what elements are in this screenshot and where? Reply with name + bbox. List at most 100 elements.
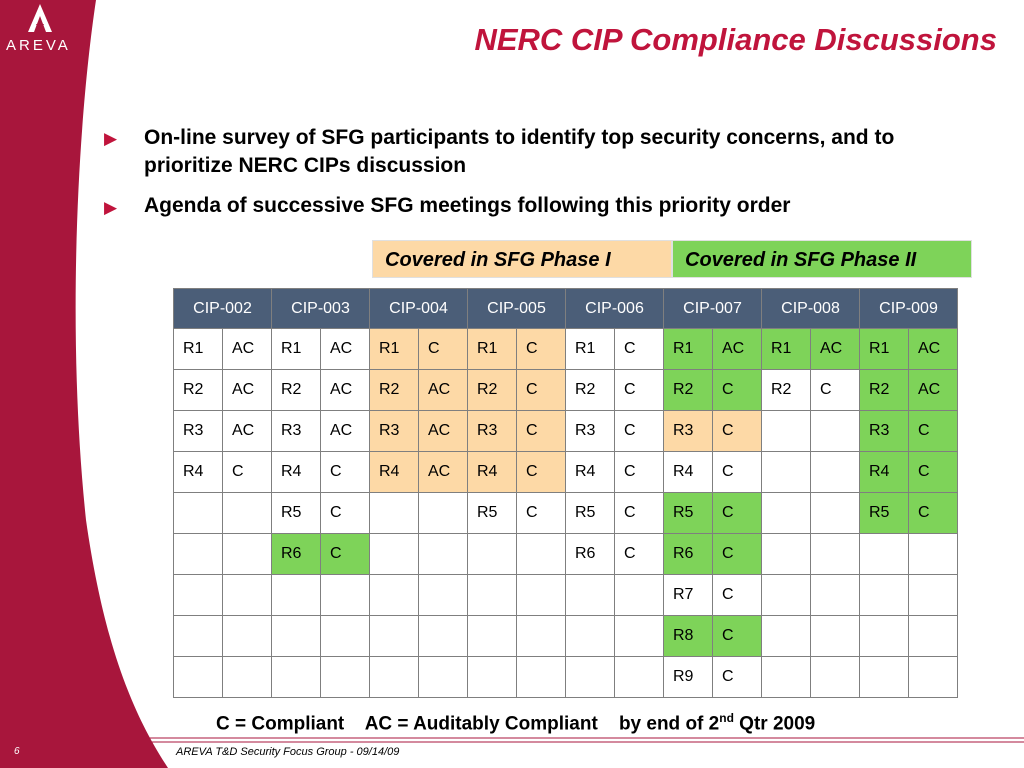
requirement-cell: R3 [271, 410, 321, 452]
requirement-cell [369, 574, 419, 616]
areva-a-icon [28, 4, 52, 32]
requirement-cell [761, 615, 811, 657]
requirement-cell [173, 533, 223, 575]
status-cell: C [320, 451, 370, 493]
footer-text: AREVA T&D Security Focus Group - 09/14/0… [176, 746, 400, 758]
page-number: 6 [14, 746, 20, 757]
status-cell: C [908, 410, 958, 452]
requirement-cell [467, 656, 517, 698]
status-cell: C [516, 369, 566, 411]
status-cell: AC [712, 328, 762, 370]
status-cell: C [908, 492, 958, 534]
requirement-cell: R4 [271, 451, 321, 493]
status-cell: AC [320, 410, 370, 452]
table-row: R4 C R4 C R4 AC R4 C R4 C R4 C R4 C [173, 451, 958, 493]
bullet-arrow-icon: ▶ [104, 129, 118, 148]
status-cell: C [614, 369, 664, 411]
cip-requirements-table: CIP-002 CIP-003 CIP-004 CIP-005 CIP-006 CIP-0… [173, 288, 958, 698]
status-cell: C [712, 369, 762, 411]
status-cell: C [222, 451, 272, 493]
table-row: R8 C [173, 615, 958, 657]
status-cell: C [614, 451, 664, 493]
status-cell [320, 574, 370, 616]
status-cell [320, 615, 370, 657]
status-cell: C [516, 328, 566, 370]
table-row: R3 AC R3 AC R3 AC R3 C R3 C R3 C R3 C [173, 410, 958, 452]
status-cell [908, 574, 958, 616]
requirement-cell: R1 [369, 328, 419, 370]
status-cell [810, 574, 860, 616]
status-cell: C [614, 410, 664, 452]
status-cell [516, 533, 566, 575]
requirement-cell [467, 574, 517, 616]
requirement-cell: R3 [173, 410, 223, 452]
status-cell [418, 615, 468, 657]
status-cell [222, 533, 272, 575]
requirement-cell: R4 [859, 451, 909, 493]
requirement-cell [467, 533, 517, 575]
status-cell: C [418, 328, 468, 370]
requirement-cell [761, 492, 811, 534]
requirement-cell: R6 [663, 533, 713, 575]
requirement-cell: R2 [271, 369, 321, 411]
status-cell [810, 492, 860, 534]
status-cell: C [516, 410, 566, 452]
requirement-cell: R2 [663, 369, 713, 411]
status-cell: AC [222, 410, 272, 452]
page-title: NERC CIP Compliance Discussions [474, 22, 997, 57]
status-cell: AC [418, 369, 468, 411]
requirement-cell: R2 [467, 369, 517, 411]
requirement-cell [859, 615, 909, 657]
requirement-cell [761, 451, 811, 493]
status-cell: AC [810, 328, 860, 370]
table-header-row: CIP-002 CIP-003 CIP-004 CIP-005 CIP-006 CIP-0… [173, 288, 958, 329]
status-cell: C [712, 656, 762, 698]
requirement-cell [369, 656, 419, 698]
table-row: R5 C R5 C R5 C R5 C R5 C [173, 492, 958, 534]
areva-wordmark: AREVA [6, 37, 71, 54]
requirement-cell: R9 [663, 656, 713, 698]
status-cell: C [614, 492, 664, 534]
note-by-end: by end of 2 [618, 713, 720, 735]
status-cell: C [908, 451, 958, 493]
status-cell [222, 656, 272, 698]
bullet-text-1: On-line survey of SFG participants to id… [144, 126, 895, 177]
table-row: R7 C [173, 574, 958, 616]
table-row: R1 AC R1 AC R1 C R1 C R1 C R1 AC R1 AC R1 AC [173, 328, 958, 370]
requirement-cell [271, 615, 321, 657]
requirement-cell [565, 615, 615, 657]
requirement-cell [369, 492, 419, 534]
requirement-cell: R4 [565, 451, 615, 493]
status-cell: C [712, 492, 762, 534]
status-cell [614, 656, 664, 698]
requirement-cell [859, 574, 909, 616]
requirement-cell: R5 [565, 492, 615, 534]
table-row: R9 C [173, 656, 958, 698]
status-cell [418, 492, 468, 534]
note-sup: nd [719, 711, 734, 725]
status-cell: AC [222, 369, 272, 411]
status-cell [614, 574, 664, 616]
column-header: CIP-007 [663, 288, 762, 329]
requirement-cell [271, 656, 321, 698]
requirement-cell: R1 [565, 328, 615, 370]
status-cell [908, 615, 958, 657]
requirement-cell [859, 533, 909, 575]
status-cell [810, 533, 860, 575]
status-cell: AC [908, 328, 958, 370]
status-cell: C [712, 615, 762, 657]
requirement-cell: R3 [467, 410, 517, 452]
status-cell [908, 533, 958, 575]
phase-legend: Covered in SFG Phase I Covered in SFG Ph… [372, 240, 972, 278]
requirement-cell: R2 [761, 369, 811, 411]
requirement-cell [761, 533, 811, 575]
status-cell: C [516, 451, 566, 493]
requirement-cell [565, 656, 615, 698]
status-cell [614, 615, 664, 657]
requirement-cell [761, 410, 811, 452]
status-cell [222, 492, 272, 534]
requirement-cell: R5 [663, 492, 713, 534]
requirement-cell [761, 574, 811, 616]
status-cell: AC [418, 451, 468, 493]
note-auditably: AC = Auditably Compliant [364, 713, 598, 735]
